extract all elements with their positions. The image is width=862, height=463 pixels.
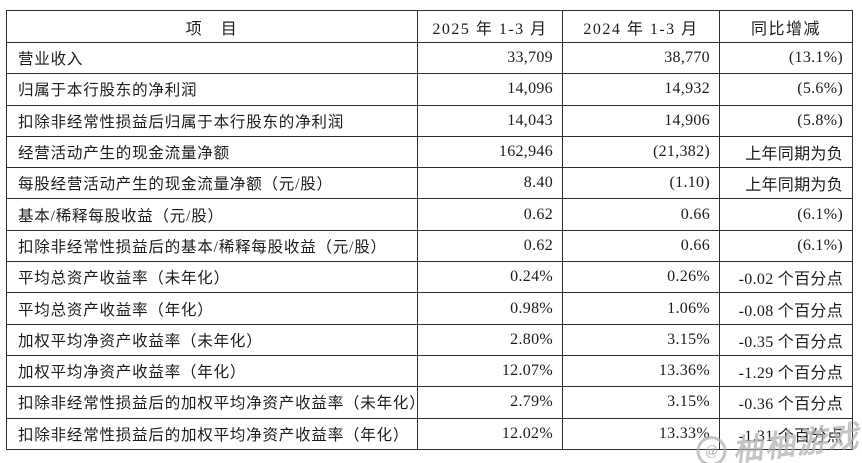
table-row: 扣除非经常性损益后的基本/稀释每股收益（元/股） 0.62 0.66 (6.1%) (6, 229, 853, 263)
value-2025-cell: 14,096 (417, 73, 563, 106)
value-2025-cell: 162,946 (417, 135, 563, 169)
item-cell: 扣除非经常性损益后的加权平均净资产收益率（未年化） (6, 386, 418, 419)
item-cell: 平均总资产收益率（年化） (6, 292, 418, 325)
table-row: 营业收入 33,709 38,770 (13.1%) (6, 41, 853, 75)
table-row: 扣除非经常性损益后的加权平均净资产收益率（未年化） 2.79% 3.15% -0.36… (6, 386, 853, 419)
col-header-2025: 2025 年 1-3 月 (417, 10, 563, 43)
value-2025-cell: 12.07% (417, 354, 563, 388)
item-cell: 经营活动产生的现金流量净额 (6, 135, 418, 169)
value-2025-cell: 8.40 (417, 167, 563, 200)
value-2024-cell: 0.66 (562, 229, 720, 263)
table-row: 扣除非经常性损益后归属于本行股东的净利润 14,043 14,906 (5.8%) (6, 104, 853, 137)
table-row: 平均总资产收益率（未年化） 0.24% 0.26% -0.02 个百分点 (6, 261, 853, 294)
item-cell: 归属于本行股东的净利润 (6, 73, 418, 106)
value-2024-cell: 0.26% (562, 261, 720, 294)
value-2024-cell: 14,932 (562, 73, 720, 106)
table-row: 扣除非经常性损益后的加权平均净资产收益率（年化） 12.02% 13.33% -1.3… (6, 417, 853, 451)
table-row: 加权平均净资产收益率（未年化） 2.80% 3.15% -0.35 个百分点 (6, 323, 853, 356)
table-row: 加权平均净资产收益率（年化） 12.07% 13.36% -1.29 个百分点 (6, 354, 853, 388)
item-cell: 扣除非经常性损益后的加权平均净资产收益率（年化） (6, 417, 418, 451)
table-header-row: 项 目 2025 年 1-3 月 2024 年 1-3 月 同比增减 (6, 10, 853, 43)
value-2024-cell: 3.15% (562, 323, 720, 356)
value-2024-cell: 13.33% (562, 417, 720, 451)
value-2024-cell: 3.15% (562, 386, 720, 419)
value-2025-cell: 12.02% (417, 417, 563, 451)
value-2025-cell: 0.62 (417, 229, 563, 263)
yoy-cell: (13.1%) (719, 41, 853, 75)
value-2025-cell: 0.62 (417, 198, 563, 231)
value-2025-cell: 14,043 (417, 104, 563, 137)
table-row: 归属于本行股东的净利润 14,096 14,932 (5.6%) (6, 73, 853, 106)
value-2024-cell: 0.66 (562, 198, 720, 231)
value-2024-cell: 1.06% (562, 292, 720, 325)
yoy-cell: (5.6%) (719, 73, 853, 106)
yoy-cell: (6.1%) (719, 229, 853, 263)
value-2025-cell: 2.80% (417, 323, 563, 356)
table-row: 每股经营活动产生的现金流量净额（元/股） 8.40 (1.10) 上年同期为负 (6, 167, 853, 200)
yoy-cell: (5.8%) (719, 104, 853, 137)
item-cell: 加权平均净资产收益率（未年化） (6, 323, 418, 356)
table-row: 平均总资产收益率（年化） 0.98% 1.06% -0.08 个百分点 (6, 292, 853, 325)
table-body: 营业收入 33,709 38,770 (13.1%) 归属于本行股东的净利润 14,096… (6, 41, 853, 451)
yoy-cell: -1.31 个百分点 (719, 417, 853, 451)
value-2025-cell: 2.79% (417, 386, 563, 419)
yoy-cell: -0.36 个百分点 (719, 386, 853, 419)
col-header-item: 项 目 (6, 10, 418, 43)
table-row: 基本/稀释每股收益（元/股） 0.62 0.66 (6.1%) (6, 198, 853, 231)
yoy-cell: (6.1%) (719, 198, 853, 231)
yoy-cell: 上年同期为负 (719, 167, 853, 200)
yoy-cell: -0.08 个百分点 (719, 292, 853, 325)
yoy-cell: 上年同期为负 (719, 135, 853, 169)
value-2024-cell: 38,770 (562, 41, 720, 75)
value-2025-cell: 0.24% (417, 261, 563, 294)
item-cell: 每股经营活动产生的现金流量净额（元/股） (6, 167, 418, 200)
item-cell: 扣除非经常性损益后归属于本行股东的净利润 (6, 104, 418, 137)
value-2024-cell: 14,906 (562, 104, 720, 137)
item-cell: 扣除非经常性损益后的基本/稀释每股收益（元/股） (6, 229, 418, 263)
table-row: 经营活动产生的现金流量净额 162,946 (21,382) 上年同期为负 (6, 135, 853, 169)
value-2025-cell: 33,709 (417, 41, 563, 75)
financial-summary-table: 项 目 2025 年 1-3 月 2024 年 1-3 月 同比增减 营业收入 3… (6, 10, 853, 451)
value-2024-cell: 13.36% (562, 354, 720, 388)
yoy-cell: -0.02 个百分点 (719, 261, 853, 294)
item-cell: 加权平均净资产收益率（年化） (6, 354, 418, 388)
value-2025-cell: 0.98% (417, 292, 563, 325)
yoy-cell: -1.29 个百分点 (719, 354, 853, 388)
value-2024-cell: (1.10) (562, 167, 720, 200)
item-cell: 营业收入 (6, 41, 418, 75)
item-cell: 平均总资产收益率（未年化） (6, 261, 418, 294)
item-cell: 基本/稀释每股收益（元/股） (6, 198, 418, 231)
col-header-2024: 2024 年 1-3 月 (562, 10, 720, 43)
yoy-cell: -0.35 个百分点 (719, 323, 853, 356)
col-header-yoy: 同比增减 (719, 10, 853, 43)
value-2024-cell: (21,382) (562, 135, 720, 169)
